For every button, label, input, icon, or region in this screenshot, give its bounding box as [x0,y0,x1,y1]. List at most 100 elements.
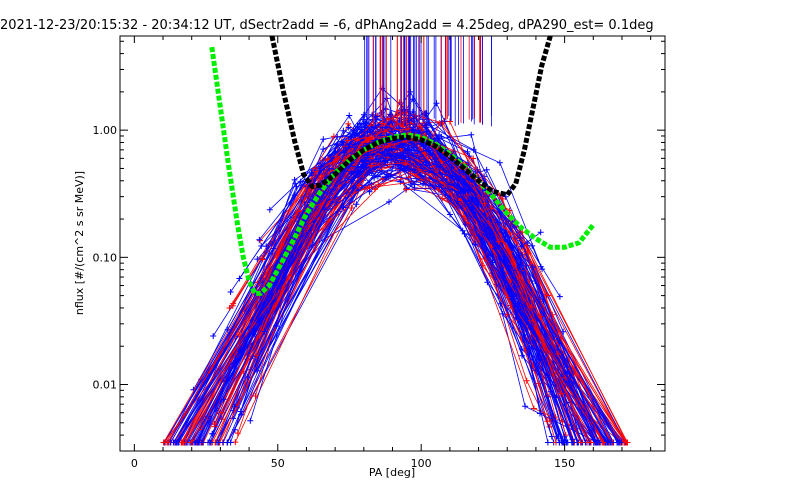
trace-marker [364,152,371,159]
trace-marker [495,238,502,245]
trace-marker [347,163,353,170]
trace-marker [523,377,530,384]
trace-marker [209,430,216,437]
trace-marker [273,323,279,329]
trace-marker [293,183,300,190]
trace-marker [291,176,298,183]
y-tick-label: 1.00 [93,124,118,137]
y-tick-label: 0.01 [93,379,118,392]
trace-marker [297,178,304,185]
trace-marker [522,403,529,410]
trace-marker [472,241,479,248]
trace-marker [406,147,413,154]
trace-marker [347,141,353,148]
trace-marker [512,283,519,290]
trace-marker [556,293,563,300]
trace-marker [494,219,501,226]
trace-marker [623,439,630,446]
trace-marker [463,192,470,198]
trace-marker [252,393,259,399]
trace-marker [404,164,411,171]
trace-marker [340,127,347,134]
trace-marker [537,410,543,417]
trace-marker [236,275,243,282]
trace-marker [340,139,347,146]
trace-marker [345,124,352,131]
trace-marker [423,147,430,154]
trace-marker [211,421,218,427]
x-tick-label: 150 [554,457,575,470]
trace-marker [519,352,526,359]
trace-marker [468,131,475,138]
trace-marker [254,256,261,263]
trace-marker [499,195,506,202]
trace-marker [362,134,369,141]
trace-marker [408,181,414,188]
trace-marker [238,411,244,418]
trace-marker [529,264,536,270]
trace-marker [382,158,389,165]
trace-marker [563,370,570,377]
trace-marker [420,180,426,187]
trace-marker [344,137,351,144]
trace-marker [402,159,409,166]
trace-marker [496,159,503,166]
trace-marker [519,303,526,310]
trace-marker [353,201,360,208]
x-tick-label: 50 [271,457,285,470]
trace-marker [226,305,233,311]
trace-marker [544,439,551,446]
trace-marker [165,439,172,446]
y-tick-label: 0.10 [93,251,118,264]
trace-marker [244,374,251,381]
trace-marker [346,112,353,119]
trace-marker [537,229,544,236]
trace-marker [256,236,263,243]
trace-marker [547,388,554,395]
fit-curves [209,36,596,296]
trace-marker [363,164,370,171]
trace-marker [402,186,409,193]
trace-marker [408,127,415,134]
trace-marker [259,256,266,263]
axes: 0 50 100 150 0.01 0.10 1.00 [93,36,665,470]
trace-marker [351,144,358,151]
trace-marker [207,439,214,446]
trace-marker [468,177,475,184]
trace-marker [384,171,390,178]
trace-marker [196,439,203,446]
x-tick-label: 0 [131,457,138,470]
green-fit-curve [209,46,596,296]
trace-marker [435,186,442,193]
trace-marker [470,155,477,162]
trace-marker [170,439,177,446]
black-fit-curve [269,36,553,198]
trace-marker [577,439,584,446]
trace-marker [492,245,499,252]
trace-marker [247,417,254,424]
trace-marker [253,352,259,359]
trace-marker [386,198,392,205]
y-axis-label: nflux [#/(cm^2 s sr MeV)] [73,171,86,315]
trace-marker [231,403,238,410]
trace-marker [530,405,537,412]
trace-marker [375,181,382,188]
flux-traces [160,85,631,446]
trace-marker [410,124,416,131]
trace-marker [552,417,559,424]
x-tick-label: 100 [411,457,432,470]
trace-marker [261,328,268,335]
trace-marker [422,124,429,131]
trace-marker [258,243,265,249]
trace-marker [483,166,490,173]
trace-marker [585,439,591,446]
trace-marker [266,206,273,213]
trace-marker [607,439,614,446]
chart-title: 2021-12-23/20:15:32 - 20:34:12 UT, dSect… [0,18,654,33]
trace-marker [330,133,337,140]
trace-marker [320,146,327,153]
spike-lines [364,36,492,128]
trace-marker [517,318,524,325]
trace-marker [215,439,222,446]
